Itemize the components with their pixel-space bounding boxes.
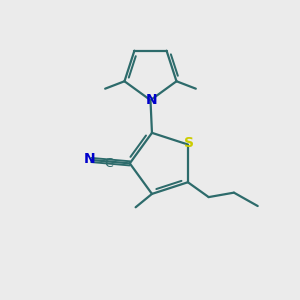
Text: C: C — [104, 157, 112, 170]
Text: N: N — [84, 152, 96, 166]
Text: S: S — [184, 136, 194, 150]
Text: N: N — [145, 93, 157, 107]
